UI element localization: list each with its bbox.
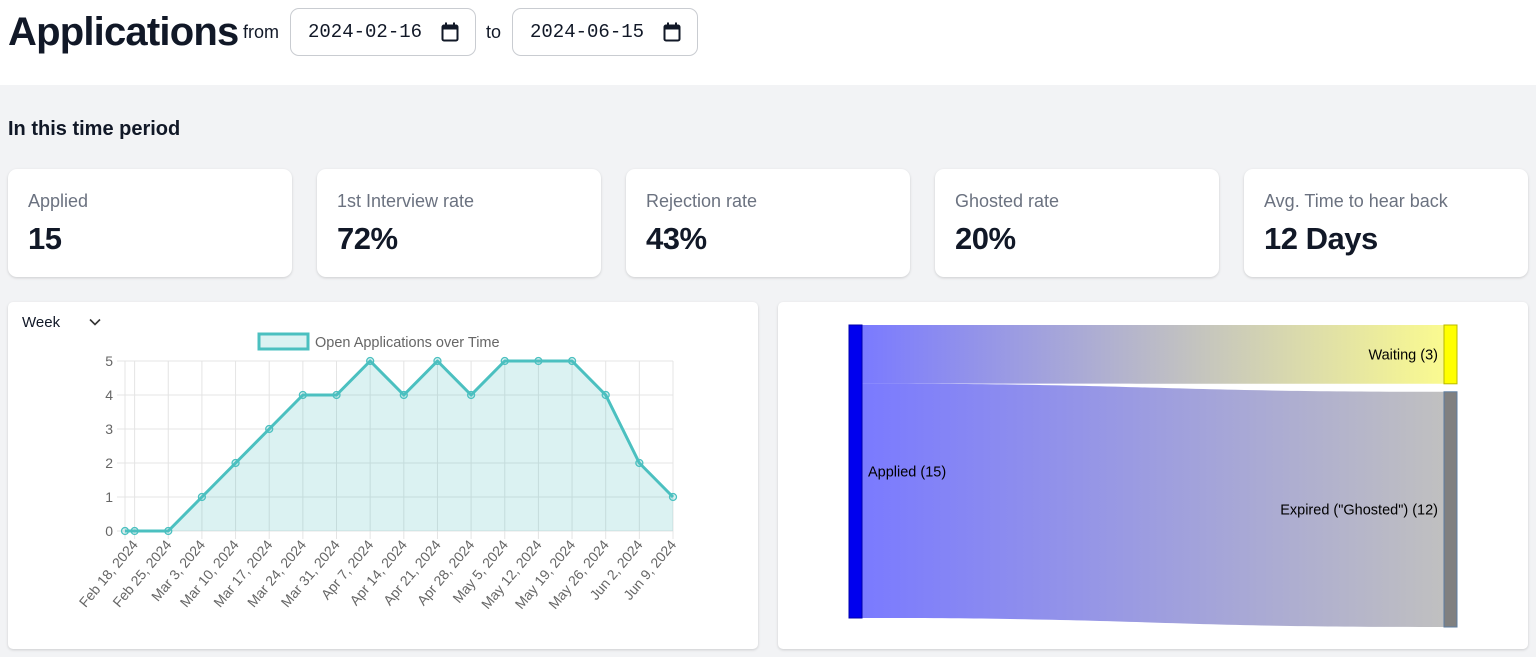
data-point [120,526,130,536]
sankey-link [862,383,1444,627]
data-point [534,356,543,366]
data-point [601,390,610,400]
stat-card-interview-rate: 1st Interview rate 72% [317,169,601,277]
chevron-down-icon [89,318,101,326]
legend-label: Open Applications over Time [315,335,500,351]
sankey-target-node [1443,391,1458,628]
data-point [399,390,408,400]
data-point [130,526,139,536]
series-area [125,361,673,531]
stat-card-avg-time: Avg. Time to hear back 12 Days [1244,169,1528,277]
data-point [265,424,274,434]
chart-panel [8,302,758,649]
data-point [500,356,509,366]
y-tick-label: 5 [105,353,113,369]
stat-label: 1st Interview rate [337,191,475,211]
to-date-value: 2024-06-15 [530,21,645,43]
period-select-value: Week [22,314,61,331]
data-point [197,492,207,502]
y-tick-label: 4 [105,387,113,403]
stat-label: Applied [28,191,89,211]
from-label: from [243,22,279,42]
y-tick-label: 2 [105,455,113,471]
y-tick-label: 3 [105,421,113,437]
calendar-icon[interactable] [663,22,681,42]
data-point [567,356,577,366]
stat-value: 15 [28,221,62,256]
data-point [332,390,341,400]
stat-card-applied: Applied 15 [8,169,292,277]
stat-label: Rejection rate [646,191,758,211]
y-tick-label: 1 [105,489,113,505]
sankey-source-label: Applied (15) [868,465,946,481]
section-title: In this time period [8,118,181,140]
sankey-link [862,325,1444,384]
to-date-input[interactable]: 2024-06-15 [512,8,698,56]
top-bar [0,0,1536,85]
series-line [125,359,675,533]
data-point [231,458,240,468]
data-point [164,526,173,536]
sankey-source-node [848,324,863,619]
legend-swatch [257,332,310,351]
sankey-diagram: Waiting (3) Expired ("Ghosted") (12) Appli… [848,324,1458,628]
stat-value: 43% [646,221,707,256]
from-date-input[interactable]: 2024-02-16 [290,8,476,56]
to-label: to [486,22,502,42]
stat-label: Ghosted rate [955,191,1060,211]
stat-label: Avg. Time to hear back [1264,191,1448,211]
data-point [298,390,308,400]
stat-value: 12 Days [1264,221,1378,256]
stat-value: 20% [955,221,1016,256]
period-select[interactable]: Week [22,312,112,334]
y-tick-label: 0 [105,523,113,539]
sankey-target-label: Expired ("Ghosted") (12) [1280,502,1438,518]
sankey-target-label: Waiting (3) [1368,347,1438,363]
stat-value: 72% [337,221,398,256]
sankey-target-node [1443,324,1458,385]
stat-card-rejection-rate: Rejection rate 43% [626,169,910,277]
stat-card-ghosted-rate: Ghosted rate 20% [935,169,1219,277]
calendar-icon[interactable] [441,22,459,42]
data-point [466,390,476,400]
data-point [635,458,644,468]
data-point [668,492,678,502]
data-point [433,356,442,366]
page-title: Applications [8,10,239,54]
from-date-value: 2024-02-16 [308,21,423,43]
data-point [366,356,375,366]
